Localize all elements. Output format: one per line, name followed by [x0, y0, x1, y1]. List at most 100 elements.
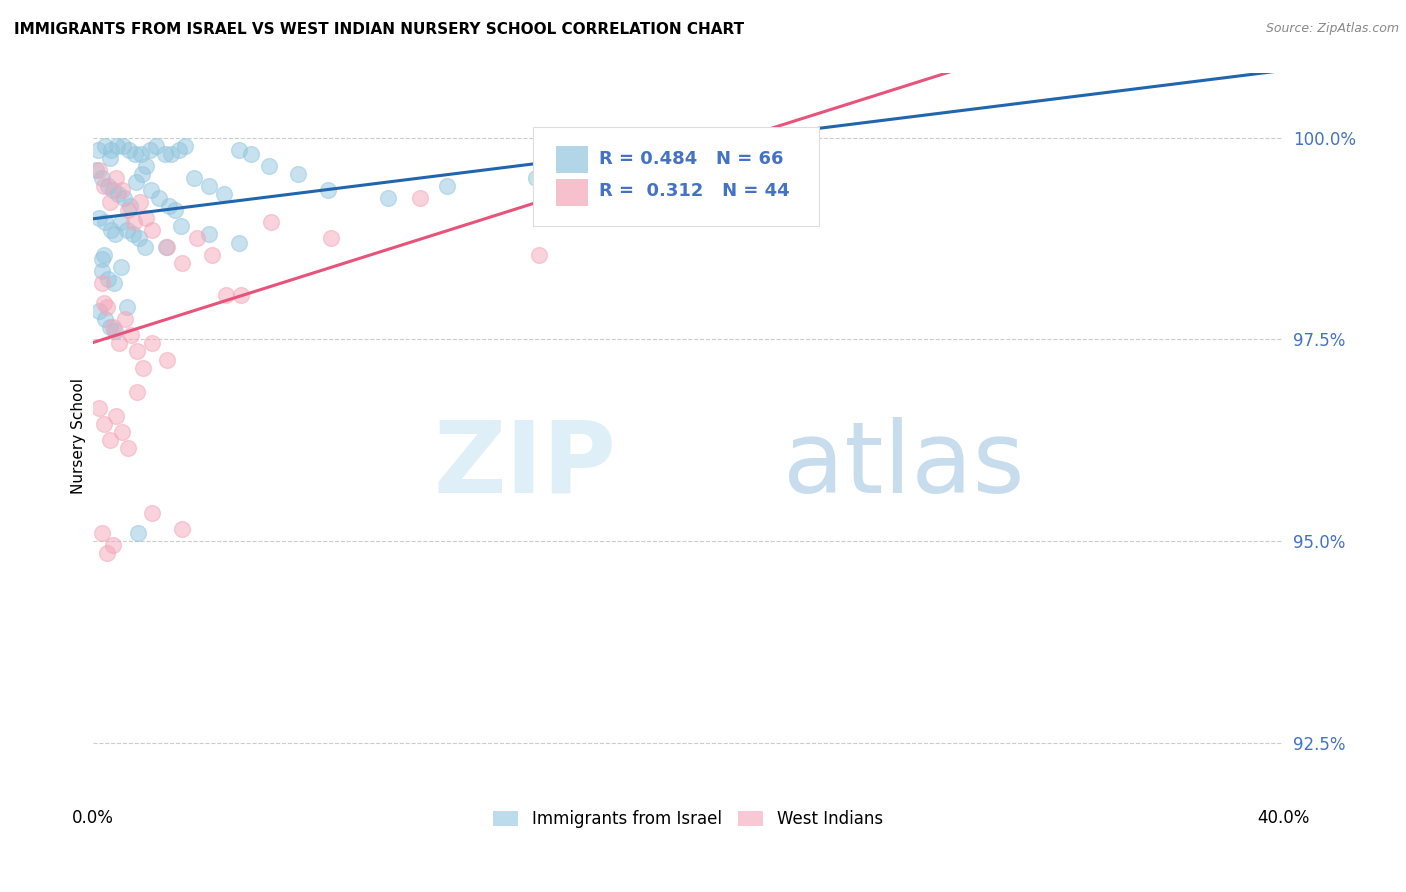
Point — [108, 336, 131, 351]
Point — [90, 276, 112, 290]
Point — [103, 538, 125, 552]
Point — [111, 425, 134, 440]
Point — [157, 199, 180, 213]
Point — [141, 506, 163, 520]
Point — [91, 264, 114, 278]
Point — [527, 247, 550, 261]
Y-axis label: Nursery School: Nursery School — [72, 378, 86, 494]
Text: Source: ZipAtlas.com: Source: ZipAtlas.com — [1265, 22, 1399, 36]
Point — [141, 223, 163, 237]
Point — [215, 288, 238, 302]
Point — [89, 304, 111, 318]
Point — [170, 219, 193, 234]
Point — [156, 352, 179, 367]
Point — [124, 146, 146, 161]
Point — [105, 138, 128, 153]
FancyBboxPatch shape — [555, 179, 588, 206]
Point — [231, 288, 253, 302]
Point — [101, 183, 124, 197]
Point — [156, 239, 179, 253]
Point — [105, 170, 128, 185]
Point — [159, 146, 181, 161]
Point — [239, 146, 262, 161]
Point — [110, 260, 132, 274]
Point — [93, 296, 115, 310]
Point — [153, 146, 176, 161]
Point — [135, 159, 157, 173]
Point — [90, 252, 112, 266]
Point — [141, 336, 163, 351]
Point — [111, 138, 134, 153]
Point — [96, 300, 118, 314]
Point — [89, 211, 111, 226]
Point — [319, 231, 342, 245]
Point — [200, 247, 222, 261]
Point — [257, 159, 280, 173]
Point — [111, 183, 134, 197]
Legend: Immigrants from Israel, West Indians: Immigrants from Israel, West Indians — [486, 804, 890, 835]
Point — [585, 187, 607, 202]
Point — [110, 215, 132, 229]
Point — [141, 183, 163, 197]
Point — [104, 227, 127, 242]
Point — [84, 162, 107, 177]
Point — [118, 143, 141, 157]
Point — [117, 442, 139, 456]
Point — [145, 138, 167, 153]
Point — [87, 162, 110, 177]
Text: IMMIGRANTS FROM ISRAEL VS WEST INDIAN NURSERY SCHOOL CORRELATION CHART: IMMIGRANTS FROM ISRAEL VS WEST INDIAN NU… — [14, 22, 744, 37]
Point — [174, 138, 197, 153]
Point — [526, 170, 548, 185]
Point — [100, 143, 122, 157]
Point — [186, 231, 208, 245]
Point — [117, 203, 139, 218]
Point — [134, 239, 156, 253]
Point — [94, 312, 117, 326]
Point — [129, 195, 152, 210]
Point — [128, 231, 150, 245]
Point — [103, 320, 125, 334]
Point — [98, 320, 121, 334]
Point — [93, 417, 115, 431]
Point — [129, 146, 152, 161]
Point — [114, 312, 136, 326]
Point — [260, 215, 283, 229]
Point — [105, 409, 128, 423]
Point — [94, 215, 117, 229]
Point — [228, 143, 250, 157]
Point — [436, 179, 458, 194]
Point — [100, 195, 122, 210]
Point — [170, 255, 193, 269]
Point — [100, 223, 122, 237]
FancyBboxPatch shape — [555, 146, 588, 173]
Point — [131, 167, 153, 181]
Point — [135, 211, 157, 226]
Point — [122, 215, 145, 229]
Point — [103, 276, 125, 290]
Point — [122, 227, 145, 242]
Point — [87, 401, 110, 415]
Point — [100, 434, 122, 448]
Text: atlas: atlas — [783, 417, 1025, 514]
Point — [91, 170, 114, 185]
Point — [96, 546, 118, 560]
Point — [377, 191, 399, 205]
Point — [127, 526, 149, 541]
Point — [93, 179, 115, 194]
Point — [170, 522, 193, 536]
Point — [107, 187, 129, 202]
FancyBboxPatch shape — [533, 128, 820, 226]
Point — [163, 203, 186, 218]
Point — [198, 179, 221, 194]
Point — [104, 324, 127, 338]
Point — [169, 143, 191, 157]
Point — [198, 227, 221, 242]
Point — [100, 151, 122, 165]
Point — [676, 167, 699, 181]
Point — [132, 360, 155, 375]
Text: R =  0.312   N = 44: R = 0.312 N = 44 — [599, 182, 790, 201]
Point — [94, 138, 117, 153]
Point — [287, 167, 309, 181]
Point — [97, 272, 120, 286]
Point — [409, 191, 432, 205]
